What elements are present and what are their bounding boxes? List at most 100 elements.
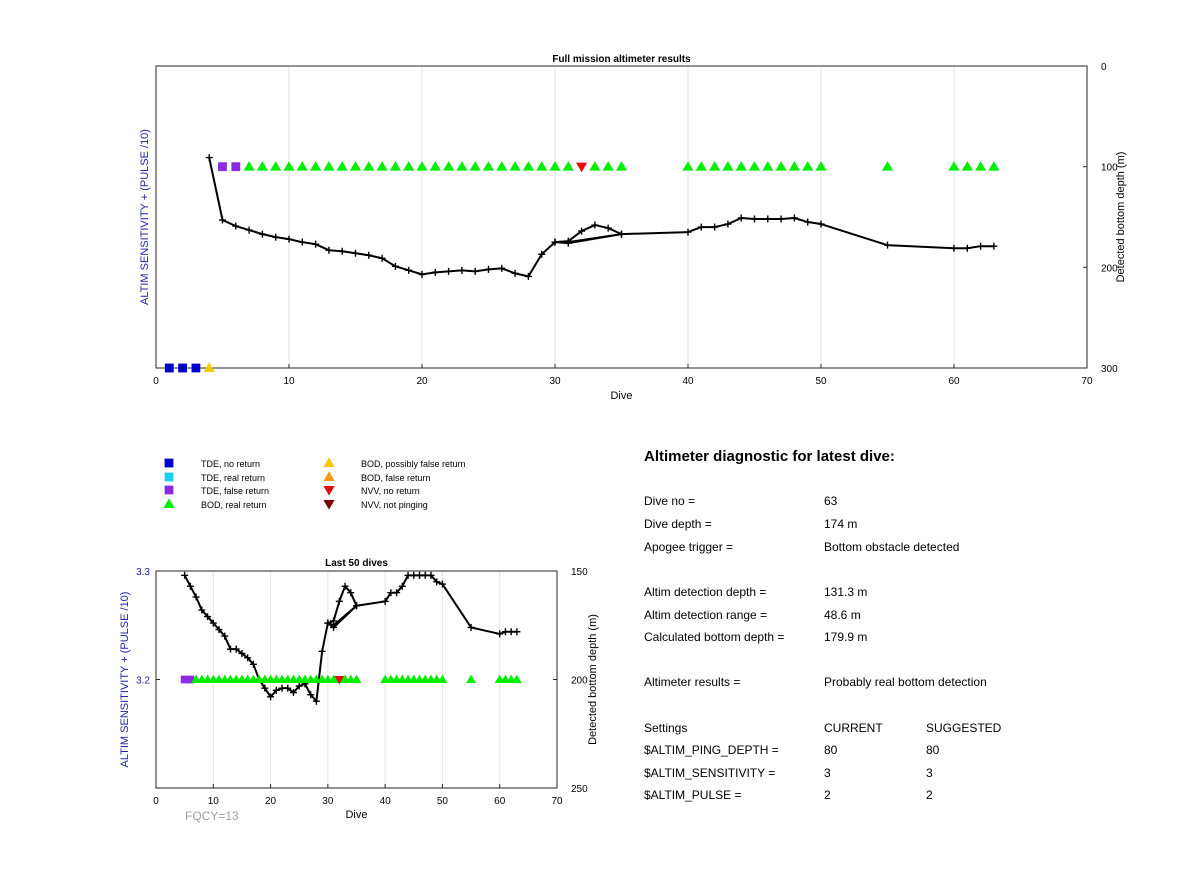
depth-point-marker	[438, 580, 446, 588]
x-tick-label: 50	[815, 376, 827, 387]
diag-value: 179.9 m	[824, 630, 868, 644]
altimeter-marker-bod-real-return	[429, 161, 441, 171]
settings-header-suggested: SUGGESTED	[926, 721, 1002, 735]
altimeter-marker-bod-real-return	[437, 674, 448, 683]
depth-point-marker	[341, 582, 349, 590]
altimeter-marker-bod-real-return	[482, 161, 495, 171]
depth-point-marker	[325, 246, 333, 254]
depth-point-marker	[511, 269, 519, 277]
legend-label: TDE, real return	[201, 473, 265, 483]
legend-marker	[164, 458, 174, 468]
depth-point-marker	[215, 626, 223, 634]
legend-marker	[163, 498, 175, 508]
setting-label: $ALTIM_PULSE =	[644, 788, 742, 802]
setting-suggested: 3	[926, 766, 933, 780]
depth-point-marker	[312, 697, 320, 705]
altimeter-marker-bod-real-return	[349, 161, 362, 171]
diag-value: 174 m	[824, 517, 858, 531]
altimeter-marker-bod-real-return	[270, 161, 282, 171]
altimeter-marker-bod-real-return	[735, 161, 747, 171]
depth-point-marker	[884, 241, 891, 249]
depth-point-marker	[205, 154, 213, 162]
x-tick-label: 70	[1081, 376, 1093, 387]
x-tick-label: 50	[437, 796, 449, 807]
altimeter-marker-bod-real-return	[589, 161, 601, 171]
setting-label: $ALTIM_PING_DEPTH =	[644, 743, 779, 757]
altimeter-marker-bod-real-return	[466, 674, 476, 683]
altimeter-marker-bod-real-return	[536, 161, 548, 171]
diag-value: Bottom obstacle detected	[824, 540, 960, 554]
diag-label: Apogee trigger =	[644, 540, 734, 554]
depth-point-marker	[445, 267, 453, 275]
legend-marker	[164, 485, 174, 495]
altimeter-marker-bod-real-return	[336, 161, 348, 171]
diag-label: Dive no =	[644, 494, 696, 508]
altimeter-marker-nvv-no-return	[576, 162, 588, 173]
depth-point-marker	[751, 215, 758, 223]
altimeter-marker-bod-real-return	[602, 161, 614, 171]
altimeter-marker-bod-real-return	[416, 161, 428, 171]
depth-point-marker	[330, 621, 338, 629]
depth-point-marker	[298, 238, 306, 246]
legend-marker	[323, 457, 335, 467]
depth-point-marker	[817, 220, 825, 228]
y-right-tick-label: 200	[571, 676, 588, 687]
depth-point-marker	[513, 628, 521, 636]
depth-point-marker	[244, 654, 252, 662]
setting-current: 2	[824, 788, 831, 802]
x-tick-label: 10	[208, 796, 220, 807]
depth-point-marker	[471, 267, 479, 275]
y-right-tick-label: 0	[1101, 62, 1107, 73]
depth-point-marker	[324, 619, 332, 627]
chart-title: Full mission altimeter results	[552, 54, 691, 65]
x-tick-label: 20	[265, 796, 277, 807]
altimeter-marker-bod-real-return	[243, 161, 255, 171]
altimeter-marker-bod-real-return	[351, 674, 362, 683]
altimeter-marker-bod-real-return	[296, 161, 308, 171]
depth-point-marker	[318, 647, 326, 655]
depth-point-marker	[724, 220, 732, 228]
altimeter-marker-bod-real-return	[403, 161, 415, 171]
diag-label: Altim detection range =	[644, 608, 768, 622]
altimeter-marker-tde-false-return	[231, 162, 241, 172]
x-tick-label: 40	[682, 376, 694, 387]
altimeter-marker-tde-no-return	[191, 363, 201, 373]
legend-label: NVV, no return	[361, 486, 420, 496]
altimeter-marker-bod-real-return	[695, 161, 707, 171]
fqcy-annotation: FQCY=13	[185, 809, 239, 823]
legend-label: TDE, false return	[201, 486, 269, 496]
depth-point-marker	[338, 247, 346, 255]
depth-point-marker	[498, 264, 506, 272]
depth-point-marker	[347, 589, 355, 597]
depth-point-marker	[261, 684, 269, 692]
legend-marker	[323, 500, 335, 510]
altimeter-marker-tde-no-return	[164, 363, 174, 373]
altimeter-marker-bod-possibly-false	[203, 362, 215, 372]
altimeter-marker-bod-real-return	[762, 161, 774, 171]
depth-point-marker	[204, 613, 212, 621]
chart-title: Last 50 dives	[325, 558, 388, 569]
depth-point-marker	[307, 691, 315, 699]
depth-point-marker	[467, 623, 475, 631]
depth-point-marker	[538, 250, 546, 258]
diag-label: Calculated bottom depth =	[644, 630, 785, 644]
altimeter-marker-bod-real-return	[802, 161, 814, 171]
depth-point-marker	[232, 645, 240, 653]
depth-point-marker	[977, 242, 985, 250]
depth-point-marker	[764, 215, 772, 223]
legend-label: BOD, false return	[361, 473, 431, 483]
depth-point-marker	[618, 230, 625, 238]
altimeter-marker-bod-real-return	[748, 161, 761, 171]
depth-point-marker	[393, 589, 401, 597]
y-right-tick-label: 250	[571, 784, 588, 795]
altimeter-marker-bod-real-return	[961, 161, 973, 171]
depth-point-marker	[289, 689, 297, 697]
x-tick-label: 30	[322, 796, 334, 807]
y-right-tick-label: 100	[1101, 163, 1118, 174]
altimeter-marker-bod-real-return	[310, 161, 322, 171]
depth-point-marker	[232, 222, 240, 230]
x-axis-label: Dive	[610, 390, 632, 402]
depth-point-marker	[458, 266, 466, 274]
x-tick-label: 10	[283, 376, 295, 387]
settings-header-label: Settings	[644, 721, 688, 735]
